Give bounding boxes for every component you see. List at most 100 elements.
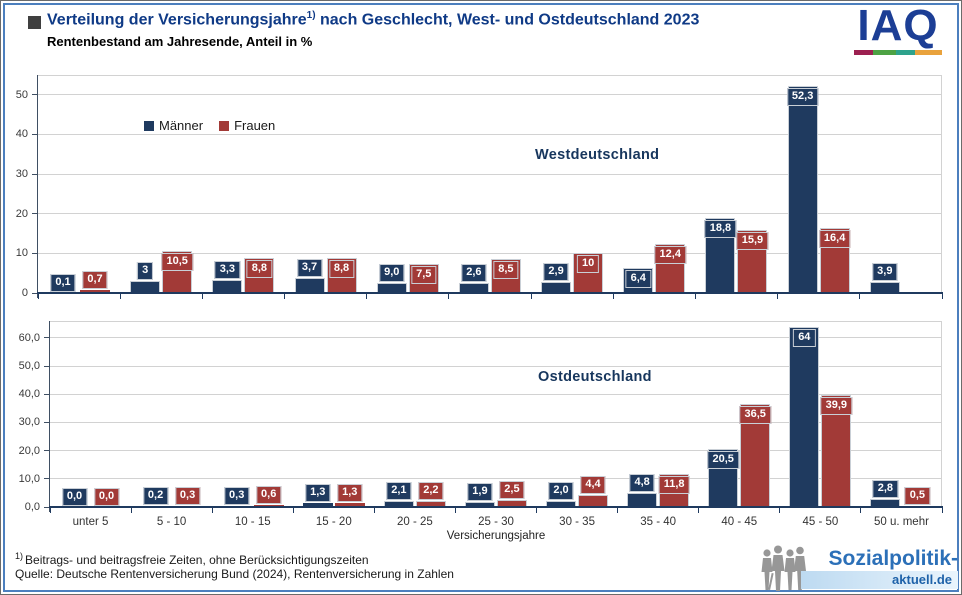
gridline: [38, 252, 942, 254]
bar-value-label: 1,3: [305, 484, 331, 503]
bar-value-label: 0,3: [174, 487, 201, 506]
bar-value-label: 4,8: [629, 474, 655, 493]
y-axis-tick: [44, 393, 50, 395]
region-label-west: Westdeutschland: [535, 147, 660, 163]
bar-maenner: [627, 493, 658, 507]
x-tick-label: 15 - 20: [315, 516, 352, 528]
plot-area: [38, 75, 942, 293]
y-axis-tick: [32, 94, 38, 96]
gridline: [50, 450, 942, 452]
bar-value-label: 8,8: [328, 260, 355, 279]
x-tick-label: 40 - 45: [721, 516, 758, 528]
x-tick-label: 50 u. mehr: [873, 516, 929, 528]
x-tick-label: 45 - 50: [802, 516, 839, 528]
bar-value-label: 2,5: [499, 480, 525, 499]
bar-value-label: 52,3: [786, 87, 819, 106]
bar-value-label: 20,5: [707, 451, 739, 470]
gridline: [50, 365, 942, 367]
footnote-marker: 1): [15, 551, 24, 561]
sozialpolitik-logo-line1: Sozialpolitik-: [828, 547, 958, 570]
source-line: Quelle: Deutsche Rentenversicherung Bund…: [15, 567, 454, 581]
bar-value-label: 64: [793, 328, 816, 347]
y-axis-tick: [44, 478, 50, 480]
x-axis-tick: [859, 294, 861, 299]
bar-frauen: [334, 503, 365, 507]
bar-value-label: 2,6: [461, 263, 487, 282]
footnote-text: Beitrags- und beitragsfreie Zeiten, ohne…: [25, 553, 369, 567]
bar-value-label: 1,3: [337, 484, 363, 503]
iaq-logo-text: IAQ: [857, 1, 939, 50]
gridline: [50, 393, 942, 395]
gridline: [50, 421, 942, 423]
x-axis-tick: [448, 294, 450, 299]
x-axis-tick: [941, 294, 943, 299]
x-tick-label: 25 - 30: [478, 516, 514, 528]
bar-value-label: 3,3: [214, 260, 241, 279]
bar-value-label: 16,4: [818, 229, 851, 248]
y-tick-label: 50,0: [18, 360, 40, 373]
bar-value-label: 3: [137, 262, 154, 281]
iaq-underline-segment: [915, 50, 942, 55]
bar-value-label: 2,8: [872, 480, 899, 499]
iaq-logo: IAQ: [851, 1, 945, 61]
people-silhouettes-icon: [761, 545, 806, 591]
bar-value-label: 0,2: [142, 487, 169, 506]
bar-value-label: 7,5: [411, 266, 437, 285]
region-label-east: Ostdeutschland: [538, 369, 652, 385]
title-tail: nach Geschlecht, West- und Ostdeutschlan…: [315, 11, 700, 29]
y-axis-tick: [44, 450, 50, 452]
bar-frauen: [80, 290, 110, 293]
x-axis-tick: [612, 294, 614, 299]
x-tick-label: 20 - 25: [397, 516, 433, 528]
x-axis-tick: [694, 294, 696, 299]
x-axis-tick: [49, 508, 51, 513]
bar-value-label: 9,0: [379, 264, 405, 283]
bar-value-label: 10: [576, 255, 600, 274]
bar-value-label: 1,9: [467, 482, 493, 501]
legend-item-maenner: Männer: [144, 118, 203, 133]
x-axis-tick: [698, 508, 700, 513]
legend-label-maenner: Männer: [159, 118, 204, 133]
legend-swatch-frauen-icon: [219, 120, 230, 131]
bar-value-label: 8,5: [493, 261, 519, 280]
y-axis-tick: [32, 133, 38, 135]
bar-value-label: 10,5: [161, 253, 193, 272]
x-axis-tick: [530, 294, 532, 299]
bar-value-label: 0,7: [82, 271, 108, 290]
x-axis-tick: [617, 508, 619, 513]
bar-value-label: 0,0: [93, 488, 120, 506]
iaq-underline-segment: [854, 50, 873, 55]
x-axis-tick: [860, 508, 862, 513]
y-axis-line: [49, 321, 50, 512]
title-bullet-icon: [28, 16, 41, 29]
footnote: 1) Beitrags- und beitragsfreie Zeiten, oh…: [15, 551, 369, 567]
title-main: Verteilung der Versicherungsjahre: [47, 11, 307, 29]
bar-value-label: 18,8: [704, 220, 737, 239]
y-axis-line: [37, 75, 38, 298]
bar-maenner: [302, 503, 333, 507]
y-tick-label: 40: [15, 128, 28, 141]
bar-value-label: 0,6: [256, 486, 282, 505]
x-axis-tick: [373, 508, 375, 513]
bar-value-label: 2,9: [543, 262, 569, 281]
y-axis-tick: [32, 173, 38, 175]
x-axis-tick: [130, 508, 132, 513]
x-tick-label: 35 - 40: [640, 516, 677, 528]
gridline: [38, 94, 942, 96]
y-axis-tick: [32, 213, 38, 215]
bar-value-label: 12,4: [654, 245, 686, 264]
bar-maenner: [787, 85, 818, 293]
sozialpolitik-logo-line2: aktuell.de: [801, 571, 958, 589]
legend: Männer Frauen: [144, 118, 275, 133]
legend-item-frauen: Frauen: [219, 118, 275, 133]
x-axis-line: [37, 292, 943, 294]
y-tick-label: 30: [15, 168, 28, 181]
x-axis-tick: [37, 294, 39, 299]
x-axis-title: Versicherungsjahre: [446, 530, 546, 542]
y-tick-label: 0: [21, 287, 28, 299]
y-axis-tick: [32, 292, 38, 294]
x-axis-tick: [779, 508, 781, 513]
bar-value-label: 6,4: [625, 269, 651, 288]
